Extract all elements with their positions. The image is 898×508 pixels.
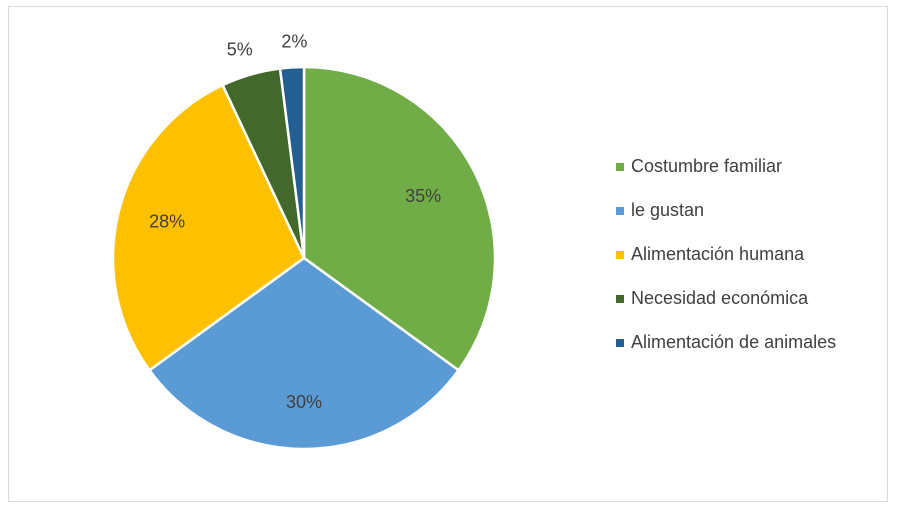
legend-swatch xyxy=(616,295,624,303)
legend-item: le gustan xyxy=(616,200,704,220)
legend-swatch xyxy=(616,339,624,347)
data-label: 28% xyxy=(149,212,185,232)
pie-slice-alimentación-de-animales xyxy=(278,65,306,259)
pie-slice-le-gustan xyxy=(147,256,461,451)
legend-swatch xyxy=(616,163,624,171)
pie-slices xyxy=(111,65,497,451)
legend-label: Costumbre familiar xyxy=(631,156,782,176)
legend-item: Alimentación de animales xyxy=(616,332,836,352)
legend-label: Alimentación humana xyxy=(631,244,805,264)
legend-swatch xyxy=(616,251,624,259)
data-label: 30% xyxy=(286,392,322,412)
data-labels: 35% 30% 28% 5% 2% xyxy=(149,31,441,412)
data-label: 2% xyxy=(281,31,307,51)
data-label: 5% xyxy=(227,39,253,59)
legend-label: Necesidad económica xyxy=(631,288,809,308)
data-label: 35% xyxy=(405,186,441,206)
pie-slice-alimentación-humana xyxy=(111,83,306,373)
pie-slice-costumbre-familiar xyxy=(302,65,497,373)
legend-item: Alimentación humana xyxy=(616,244,805,264)
legend-swatch xyxy=(616,207,624,215)
legend: Costumbre familiar le gustan Alimentación … xyxy=(616,156,836,352)
legend-item: Costumbre familiar xyxy=(616,156,782,176)
legend-item: Necesidad económica xyxy=(616,288,809,308)
legend-label: le gustan xyxy=(631,200,704,220)
legend-label: Alimentación de animales xyxy=(631,332,836,352)
